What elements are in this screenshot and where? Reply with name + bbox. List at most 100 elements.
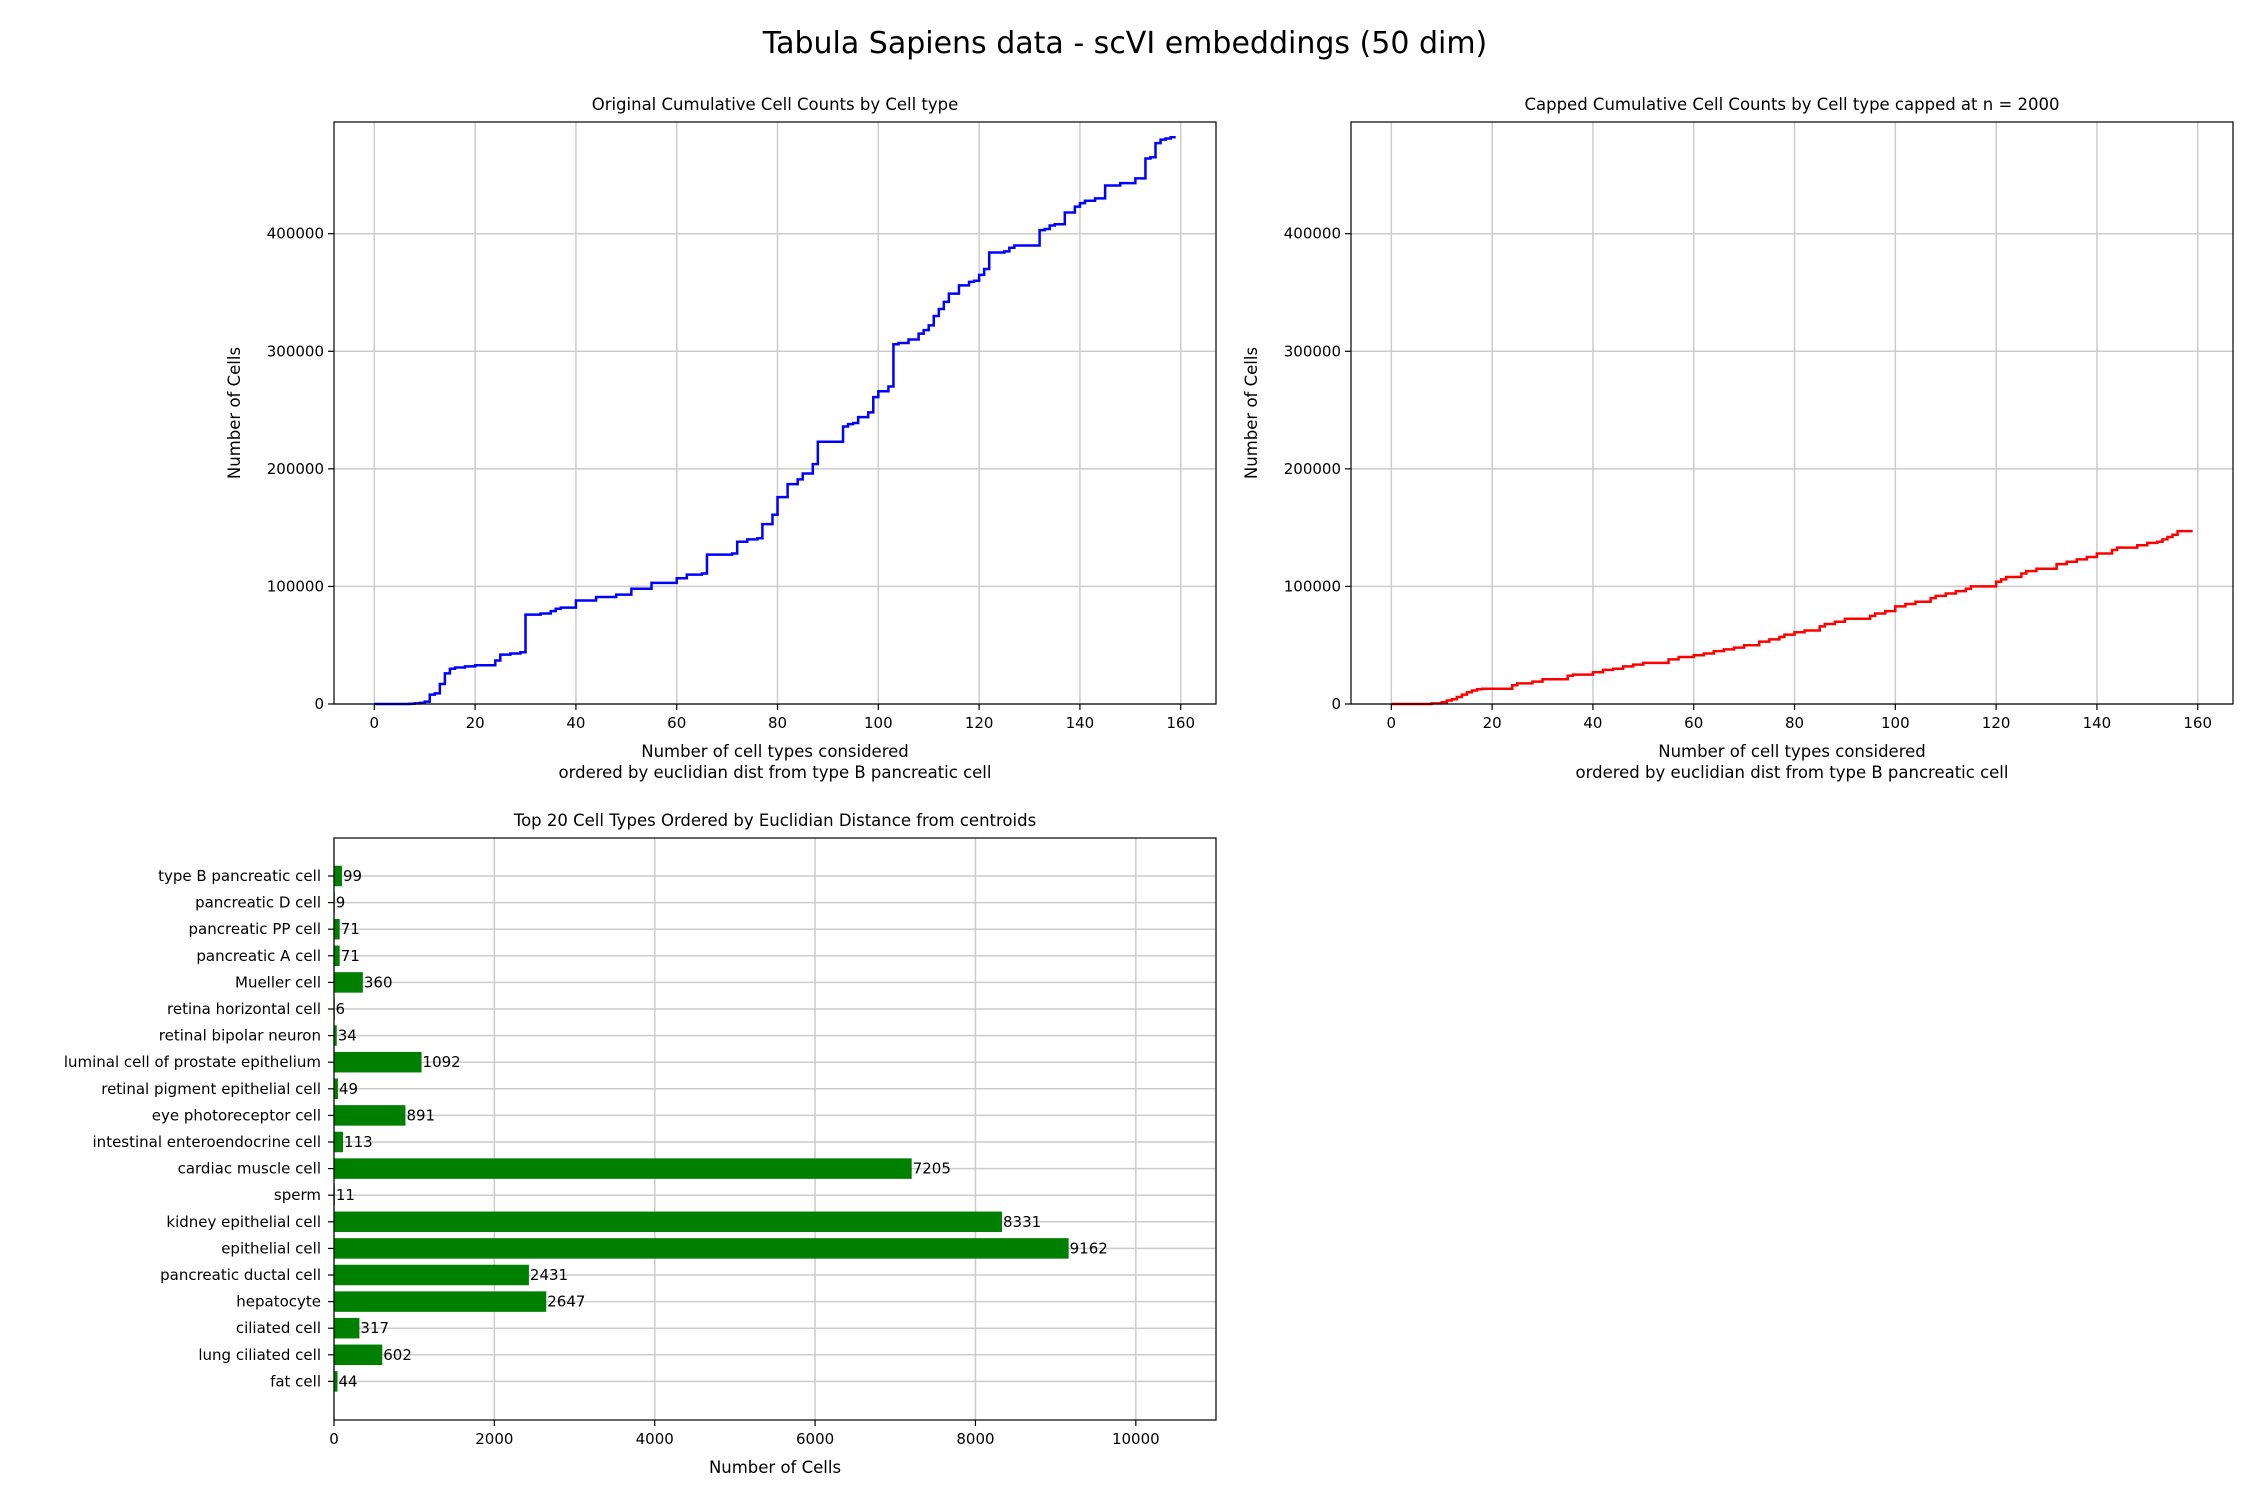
x-tick-label: 160 (2183, 714, 2212, 732)
bar-value-label: 8331 (1003, 1213, 1041, 1231)
x-tick-label: 120 (1982, 714, 2011, 732)
bar-value-label: 9162 (1070, 1239, 1108, 1257)
category-label: intestinal enteroendocrine cell (93, 1133, 321, 1151)
bar-value-label: 113 (344, 1133, 373, 1151)
axes-frame (333, 837, 1217, 1421)
y-tick-label: 200000 (1284, 460, 1341, 478)
category-label: sperm (274, 1186, 321, 1204)
axes-title: Original Cumulative Cell Counts by Cell … (592, 95, 959, 114)
bar-value-label: 317 (360, 1319, 389, 1337)
category-label: retinal bipolar neuron (159, 1027, 321, 1045)
x-tick-label: 0 (1387, 714, 1397, 732)
category-label: type B pancreatic cell (158, 867, 321, 885)
x-axis-label-line: ordered by euclidian dist from type B pa… (1576, 763, 2009, 782)
series-line-0 (374, 136, 1176, 706)
original-cumulative-plot: 0 20 40 60 80 100 120 140 160 0 100000 200000 300000… (225, 95, 1217, 782)
x-tick-label: 10000 (1112, 1430, 1160, 1448)
category-label: retinal pigment epithelial cell (101, 1080, 321, 1098)
x-tick-label: 20 (1483, 714, 1502, 732)
bar-value-label: 1092 (423, 1053, 461, 1071)
bar (334, 1264, 529, 1286)
category-label: pancreatic D cell (195, 894, 321, 912)
axes-frame (1350, 121, 2234, 705)
bar-value-label: 602 (383, 1346, 412, 1364)
x-tick-label: 60 (1684, 714, 1703, 732)
y-axis-label: Number of Cells (1242, 347, 1261, 479)
bar-value-label: 360 (364, 973, 393, 991)
bar-value-label: 44 (339, 1372, 358, 1390)
bar (334, 1211, 1002, 1233)
x-tick-label: 0 (329, 1430, 339, 1448)
x-axis-label: Number of cell types considered ordered b… (559, 742, 992, 782)
bar (334, 865, 342, 887)
category-label: retina horizontal cell (167, 1000, 321, 1018)
category-label: luminal cell of prostate epithelium (64, 1053, 321, 1071)
bar-value-label: 2647 (547, 1293, 585, 1311)
x-tick-label: 40 (1583, 714, 1602, 732)
bar (334, 1051, 422, 1073)
y-tick-label: 400000 (267, 225, 324, 243)
bar (334, 1238, 1069, 1259)
bar-value-label: 891 (406, 1106, 435, 1124)
category-label: kidney epithelial cell (166, 1213, 321, 1231)
category-label: pancreatic ductal cell (160, 1266, 321, 1284)
y-tick-label: 300000 (267, 342, 324, 360)
bar-value-label: 34 (338, 1027, 357, 1045)
bar-value-label: 7205 (913, 1160, 951, 1178)
bar (334, 1371, 338, 1392)
x-axis-label-line: Number of cell types considered (641, 742, 909, 761)
figure-suptitle: Tabula Sapiens data - scVI embeddings (5… (762, 26, 1488, 61)
bar (334, 1291, 547, 1312)
x-axis-label: Number of Cells (709, 1458, 841, 1477)
category-label: epithelial cell (221, 1239, 321, 1257)
bar-value-label: 9 (336, 894, 346, 912)
bar-value-label: 71 (341, 947, 360, 965)
y-tick-label: 100000 (267, 577, 324, 595)
y-tick-label: 200000 (267, 460, 324, 478)
x-tick-label: 0 (370, 714, 380, 732)
axes-title: Capped Cumulative Cell Counts by Cell ty… (1524, 95, 2059, 114)
y-tick-label: 400000 (1284, 225, 1341, 243)
x-tick-label: 140 (1066, 714, 1095, 732)
bar (334, 1078, 338, 1100)
bar (334, 1025, 337, 1046)
x-tick-label: 20 (466, 714, 485, 732)
axes-title: Top 20 Cell Types Ordered by Euclidian D… (513, 811, 1036, 830)
bar (334, 1344, 383, 1366)
x-tick-label: 80 (1785, 714, 1804, 732)
x-tick-label: 160 (1166, 714, 1195, 732)
y-tick-label: 0 (314, 695, 324, 713)
category-label: eye photoreceptor cell (152, 1106, 321, 1124)
bar (334, 1158, 912, 1179)
x-tick-label: 120 (965, 714, 994, 732)
bar-value-label: 49 (339, 1080, 358, 1098)
x-tick-label: 8000 (956, 1430, 994, 1448)
bar-value-label: 11 (336, 1186, 355, 1204)
bar (334, 1317, 360, 1339)
x-tick-label: 2000 (475, 1430, 513, 1448)
bar-value-label: 2431 (530, 1266, 568, 1284)
category-label: fat cell (270, 1372, 321, 1390)
y-tick-label: 100000 (1284, 577, 1341, 595)
bar-value-label: 99 (343, 867, 362, 885)
category-label: cardiac muscle cell (178, 1160, 321, 1178)
x-tick-label: 40 (566, 714, 585, 732)
x-tick-label: 4000 (636, 1430, 674, 1448)
x-tick-label: 80 (768, 714, 787, 732)
x-axis-label-line: Number of cell types considered (1658, 742, 1926, 761)
bar (334, 1105, 406, 1126)
bar (334, 972, 363, 993)
category-label: lung ciliated cell (198, 1346, 321, 1364)
x-tick-label: 6000 (796, 1430, 834, 1448)
x-tick-label: 100 (864, 714, 893, 732)
category-label: pancreatic PP cell (189, 920, 321, 938)
top20-bar-chart: 9997171360634109249891113720511833191622… (64, 811, 1217, 1477)
bar-value-label: 6 (335, 1000, 345, 1018)
bar (334, 945, 340, 967)
category-label: hepatocyte (236, 1293, 321, 1311)
bar (334, 918, 340, 940)
x-tick-label: 140 (2083, 714, 2112, 732)
y-axis-label: Number of Cells (225, 347, 244, 479)
